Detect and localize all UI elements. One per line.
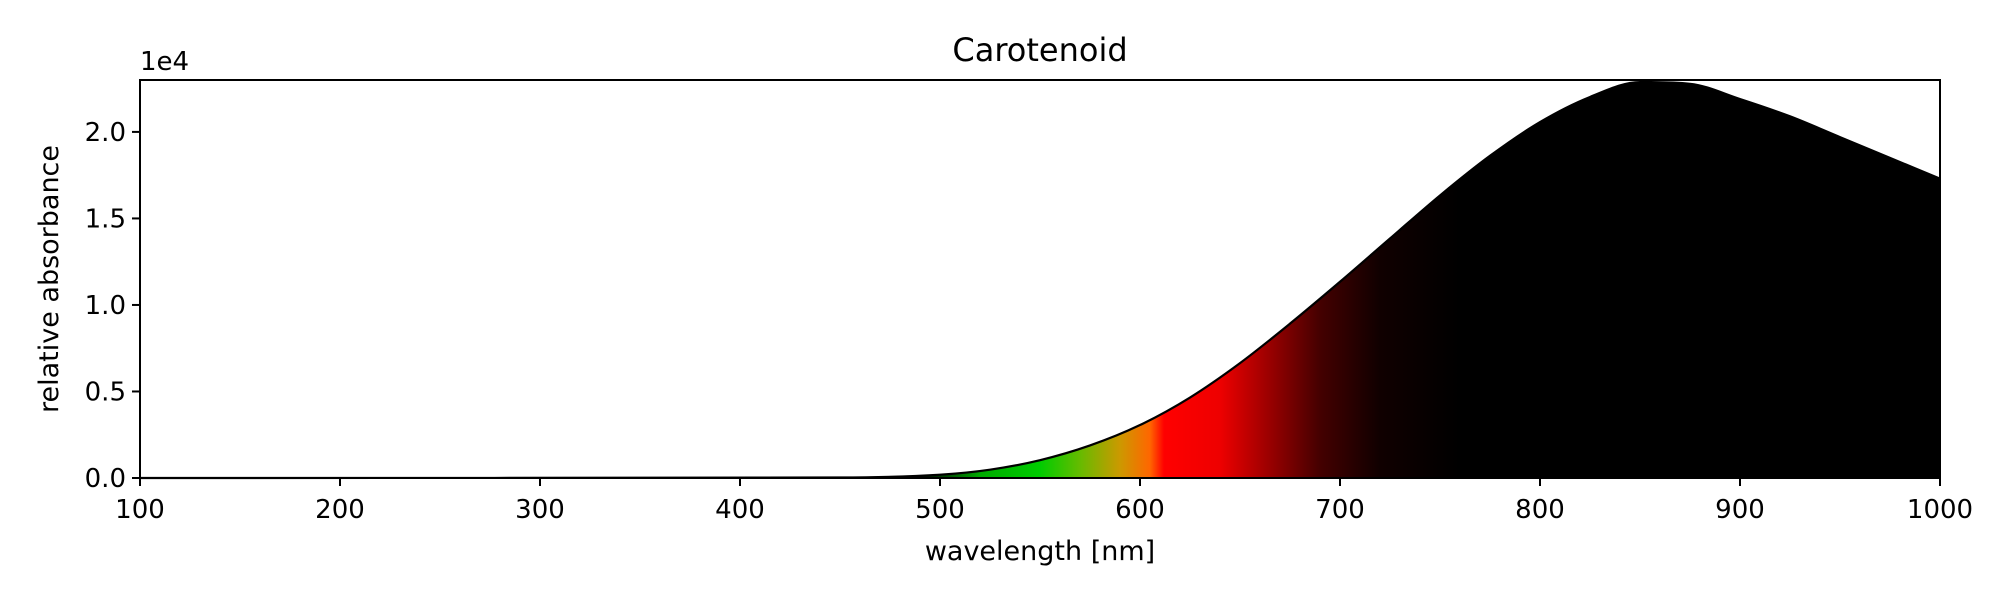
y-axis-label: relative absorbance xyxy=(34,145,65,413)
x-tick-label: 200 xyxy=(315,495,365,525)
absorbance-line xyxy=(139,80,1941,480)
x-tick-label: 100 xyxy=(115,495,165,525)
y-tick-label: 1.5 xyxy=(85,204,126,234)
x-tick-label: 1000 xyxy=(1907,495,1973,525)
x-tick-label: 800 xyxy=(1515,495,1565,525)
y-tick-label: 0.5 xyxy=(85,377,126,407)
x-tick-label: 400 xyxy=(715,495,765,525)
x-tick-label: 700 xyxy=(1315,495,1365,525)
y-tick-label: 0.0 xyxy=(85,464,126,494)
plot-area xyxy=(139,80,1941,480)
axes-frame xyxy=(139,79,1941,479)
y-tick-label: 1.0 xyxy=(85,291,126,321)
x-tick-label: 500 xyxy=(915,495,965,525)
y-axis-offset-label: 1e4 xyxy=(140,47,189,77)
x-tick-label: 300 xyxy=(515,495,565,525)
chart-title: Carotenoid xyxy=(952,31,1127,69)
x-tick-label: 600 xyxy=(1115,495,1165,525)
absorbance-area-fill xyxy=(140,82,1940,478)
y-tick-label: 2.0 xyxy=(85,118,126,148)
x-tick-label: 900 xyxy=(1715,495,1765,525)
x-axis-label: wavelength [nm] xyxy=(925,536,1155,567)
axes: 100 200 300 400 500 600 700 800 900 1000 0.0 0.5 1.0… xyxy=(85,79,1973,525)
